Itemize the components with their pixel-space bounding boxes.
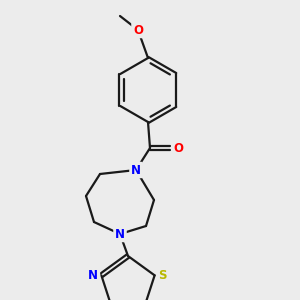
Text: S: S <box>158 269 167 282</box>
Text: O: O <box>133 23 143 37</box>
Text: N: N <box>131 164 141 176</box>
Text: N: N <box>88 269 98 282</box>
Text: N: N <box>115 227 125 241</box>
Text: O: O <box>173 142 183 154</box>
